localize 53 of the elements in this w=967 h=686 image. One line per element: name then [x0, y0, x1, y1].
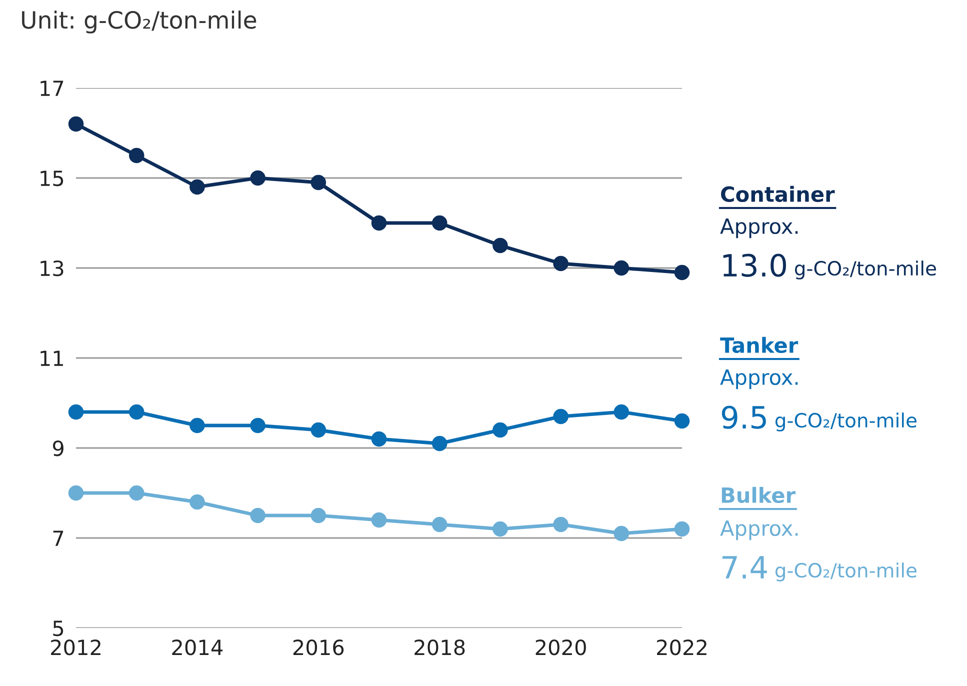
- point: [553, 256, 568, 272]
- point: [614, 404, 630, 420]
- point: [492, 238, 508, 254]
- point: [492, 422, 508, 438]
- y-tick-label: 5: [53, 620, 64, 636]
- text: Approx. 7.4 g-CO₂/ton-mile: [720, 520, 916, 582]
- text: Tanker: [720, 336, 798, 354]
- point: [68, 116, 84, 132]
- point: [492, 521, 508, 537]
- text: Container: [721, 186, 835, 202]
- point: [432, 516, 448, 532]
- x-tick-label: 2022: [657, 639, 706, 656]
- chart-title: Unit: g-CO₂/ton-mile: [22, 10, 256, 34]
- point: [128, 148, 144, 164]
- y-tick-label: 17: [40, 80, 64, 96]
- point: [310, 422, 326, 438]
- point: [310, 508, 326, 524]
- text: Approx. 13.0 g-CO₂/ton-mile: [720, 218, 936, 280]
- point: [128, 485, 144, 501]
- point: [190, 418, 205, 434]
- point: [68, 404, 84, 420]
- point: [432, 436, 448, 452]
- x-tick-label: 2016: [293, 639, 344, 656]
- x-tick-label: 2020: [536, 639, 586, 656]
- point: [371, 431, 387, 447]
- point: [553, 408, 568, 424]
- x-tick-label: 2018: [414, 639, 465, 656]
- point: [190, 179, 205, 195]
- point: [371, 512, 387, 528]
- point: [674, 413, 690, 429]
- point: [190, 494, 205, 510]
- y-tick-label: 13: [40, 260, 64, 276]
- point: [432, 215, 448, 231]
- series-label: Bulker: [722, 486, 796, 504]
- text: Approx. 9.5 g-CO₂/ton-mile: [720, 370, 916, 432]
- point: [250, 418, 266, 434]
- x-tick-label: 2014: [172, 639, 223, 656]
- point: [128, 404, 144, 420]
- point: [674, 521, 690, 537]
- point: [553, 516, 568, 532]
- x-tick-label: 2012: [51, 639, 100, 656]
- point: [68, 485, 84, 501]
- point: [614, 526, 630, 542]
- point: [614, 260, 630, 276]
- point: [250, 508, 266, 524]
- point: [371, 215, 387, 231]
- point: [250, 170, 266, 186]
- y-tick-label: 7: [53, 530, 64, 546]
- point: [674, 264, 690, 280]
- y-tick-label: 11: [40, 350, 63, 366]
- y-tick-label: 9: [52, 440, 64, 456]
- point: [310, 174, 326, 190]
- y-tick-label: 15: [40, 170, 64, 186]
